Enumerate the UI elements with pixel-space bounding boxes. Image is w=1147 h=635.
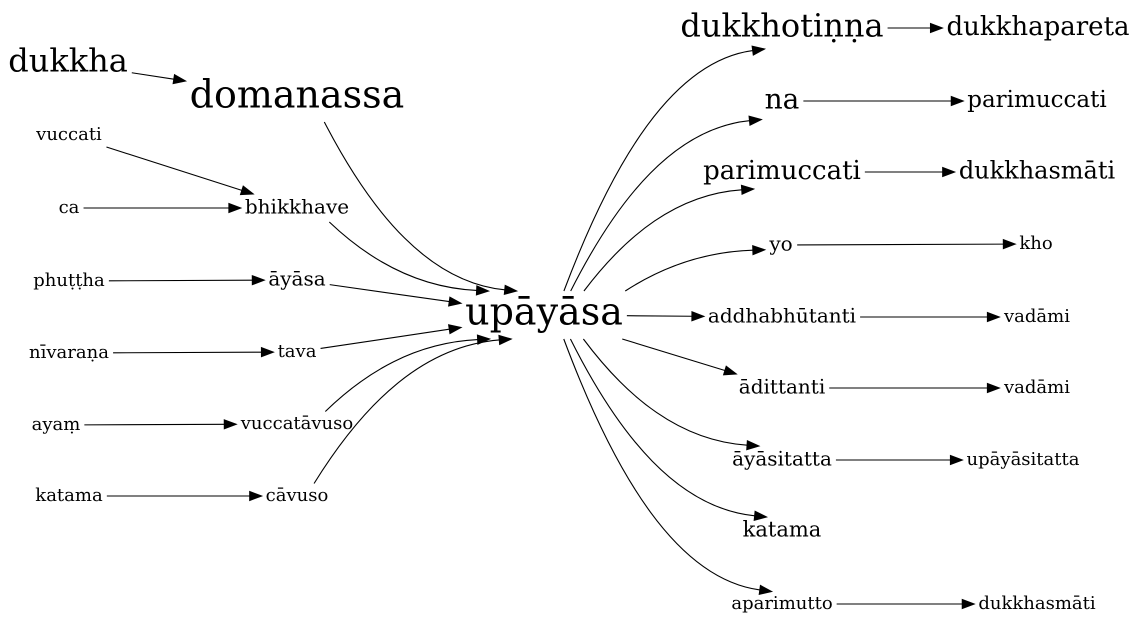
node-adittanti: ādittanti — [739, 375, 825, 399]
edge-upayasa-to-aparimutto — [563, 338, 760, 591]
edge-vuccati-to-bhikkhave — [106, 146, 243, 191]
arrowhead-ayam-to-vuccatavuso — [223, 419, 238, 430]
node-ayam: ayaṃ — [32, 414, 81, 435]
node-upayasa: upāyāsa — [465, 290, 623, 334]
arrowhead-na-to-parimuccati-2 — [950, 95, 965, 107]
edge-vuccatavuso-to-upayasa — [324, 339, 478, 412]
arrowhead-dukkhotinna-to-dukkhapareta — [929, 22, 944, 34]
edge-ayasa-to-upayasa — [329, 284, 450, 303]
node-vuccatavuso: vuccatāvuso — [240, 413, 353, 434]
edge-domanassa-to-upayasa — [323, 121, 505, 291]
arrowhead-cavuso-to-upayasa — [498, 334, 513, 346]
edge-upayasa-to-na — [570, 120, 750, 292]
node-tava: tava — [278, 341, 317, 362]
arrowhead-vuccati-to-bhikkhave — [239, 185, 255, 196]
edge-upayasa-to-yo — [624, 249, 753, 292]
edge-upayasa-to-adittanti — [622, 338, 726, 372]
node-ca: ca — [59, 197, 80, 218]
edge-cavuso-to-upayasa — [313, 339, 500, 484]
node-ayasa: āyāsa — [268, 267, 325, 291]
edge-upayasa-to-katama-right — [569, 338, 755, 517]
node-aparimutto: aparimutto — [731, 593, 832, 614]
node-vadami-2: vadāmi — [1003, 377, 1070, 398]
arrowhead-upayasa-to-adittanti — [722, 365, 738, 376]
node-phuttha: phuṭṭha — [33, 270, 105, 291]
arrowhead-phuttha-to-ayasa — [251, 274, 266, 286]
edge-nivarana-to-tava — [113, 351, 262, 354]
node-dukkhapareta: dukkhapareta — [946, 12, 1129, 42]
arrowhead-katama-left-to-cavuso — [249, 490, 264, 502]
arrowhead-ayasitatta-to-upayasitatta — [949, 454, 964, 466]
arrowhead-ca-to-bhikkhave — [228, 202, 243, 214]
arrowhead-upayasa-to-na — [748, 115, 763, 126]
node-parimuccati-2: parimuccati — [967, 87, 1106, 113]
arrowhead-upayasa-to-dukkhotinna — [751, 45, 766, 56]
node-upayasitatta: upāyāsitatta — [967, 449, 1080, 470]
node-kho: kho — [1019, 233, 1052, 254]
arrowhead-aparimutto-to-dukkhasmati-2 — [961, 598, 976, 610]
node-vadami-1: vadāmi — [1003, 306, 1070, 327]
arrowhead-ayasa-to-upayasa — [448, 296, 463, 307]
node-yo: yo — [768, 232, 792, 256]
node-dukkha: dukkha — [8, 42, 128, 80]
edge-upayasa-to-ayasitatta — [582, 338, 748, 446]
arrowhead-addhabhutanti-to-vadami-1 — [986, 311, 1001, 323]
arrowhead-adittanti-to-vadami-2 — [986, 382, 1001, 394]
edge-phuttha-to-ayasa — [108, 279, 253, 282]
node-layer: dukkha domanassa vuccati ca bhikkhave phuṭṭha… — [8, 7, 1129, 615]
node-katama-right: katama — [743, 518, 822, 542]
arrowhead-parimuccati-1-to-dukkhasmati-1 — [942, 166, 957, 178]
node-na: na — [765, 83, 800, 116]
node-addhabhutanti: addhabhūtanti — [708, 304, 856, 328]
arrowhead-upayasa-to-yo — [752, 244, 767, 256]
arrowhead-upayasa-to-parimuccati-1 — [740, 184, 756, 196]
edge-upayasa-to-parimuccati-1 — [583, 189, 742, 292]
edge-ayam-to-vuccatavuso — [84, 423, 225, 426]
node-dukkhasmati-1: dukkhasmāti — [959, 157, 1116, 185]
node-cavuso: cāvuso — [266, 485, 329, 506]
edge-upayasa-to-addhabhutanti — [626, 315, 692, 317]
node-parimuccati-1: parimuccati — [703, 156, 861, 186]
node-nivarana: nīvaraṇa — [29, 342, 109, 363]
edge-tava-to-upayasa — [320, 328, 450, 350]
arrowhead-nivarana-to-tava — [260, 346, 275, 358]
arrowhead-yo-to-kho — [1002, 238, 1017, 250]
arrowhead-tava-to-upayasa — [447, 324, 463, 335]
node-katama-left: katama — [35, 485, 103, 506]
node-vuccati: vuccati — [35, 124, 102, 145]
edge-yo-to-kho — [797, 243, 1004, 246]
arrowhead-dukkha-to-domanassa — [172, 73, 188, 85]
edge-bhikkhave-to-upayasa — [328, 221, 477, 291]
node-dukkhasmati-2: dukkhasmāti — [978, 593, 1096, 614]
edge-layer — [83, 22, 1017, 610]
edge-upayasa-to-dukkhotinna — [563, 50, 753, 292]
arrowhead-domanassa-to-upayasa — [503, 284, 519, 295]
edge-dukkha-to-domanassa — [131, 72, 174, 80]
arrowhead-bhikkhave-to-upayasa — [475, 285, 491, 296]
node-ayasitatta: āyāsitatta — [732, 447, 832, 471]
arrowhead-upayasa-to-addhabhutanti — [691, 311, 706, 322]
node-bhikkhave: bhikkhave — [245, 195, 349, 219]
node-domanassa: domanassa — [190, 73, 405, 117]
node-dukkhotinna: dukkhotiṇṇa — [680, 7, 883, 45]
